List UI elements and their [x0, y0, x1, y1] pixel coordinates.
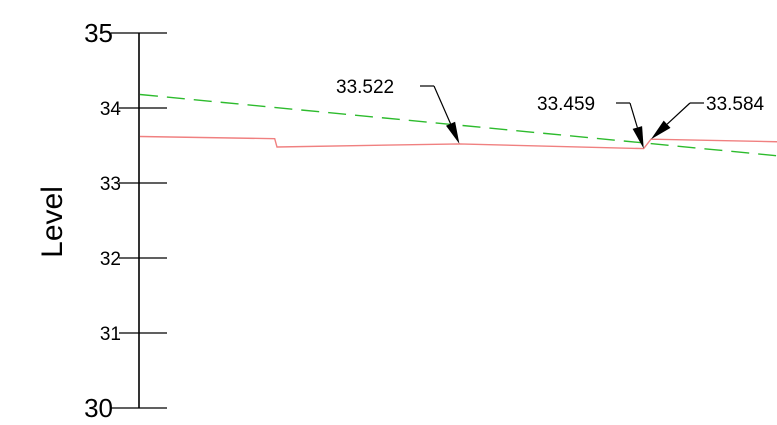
y-axis: 30 31 32 33 34 35: [84, 18, 167, 423]
y-axis-label: Level: [36, 186, 69, 258]
y-tick-label: 34: [100, 99, 122, 120]
annotation-label: 33.522: [336, 77, 394, 98]
annotation-leader: [666, 102, 691, 125]
annotation-arrowhead: [651, 120, 671, 140]
y-tick-label: 32: [100, 249, 121, 270]
y-tick-label: 30: [84, 393, 113, 423]
y-tick-label: 31: [100, 324, 121, 345]
dashed-series-line: [139, 93, 777, 157]
annotation-leader: [629, 102, 638, 128]
annotation-arrowhead: [632, 126, 644, 149]
series-group: [139, 93, 777, 157]
annotation-label: 33.584: [706, 94, 765, 115]
y-tick-label: 33: [100, 174, 121, 195]
annotation-group: 33.522 33.459 33.584: [336, 77, 765, 149]
y-tick-label: 35: [84, 18, 113, 48]
annotation-leader: [433, 85, 452, 124]
annotation-label: 33.459: [537, 94, 595, 115]
annotation-arrowhead: [446, 121, 460, 144]
